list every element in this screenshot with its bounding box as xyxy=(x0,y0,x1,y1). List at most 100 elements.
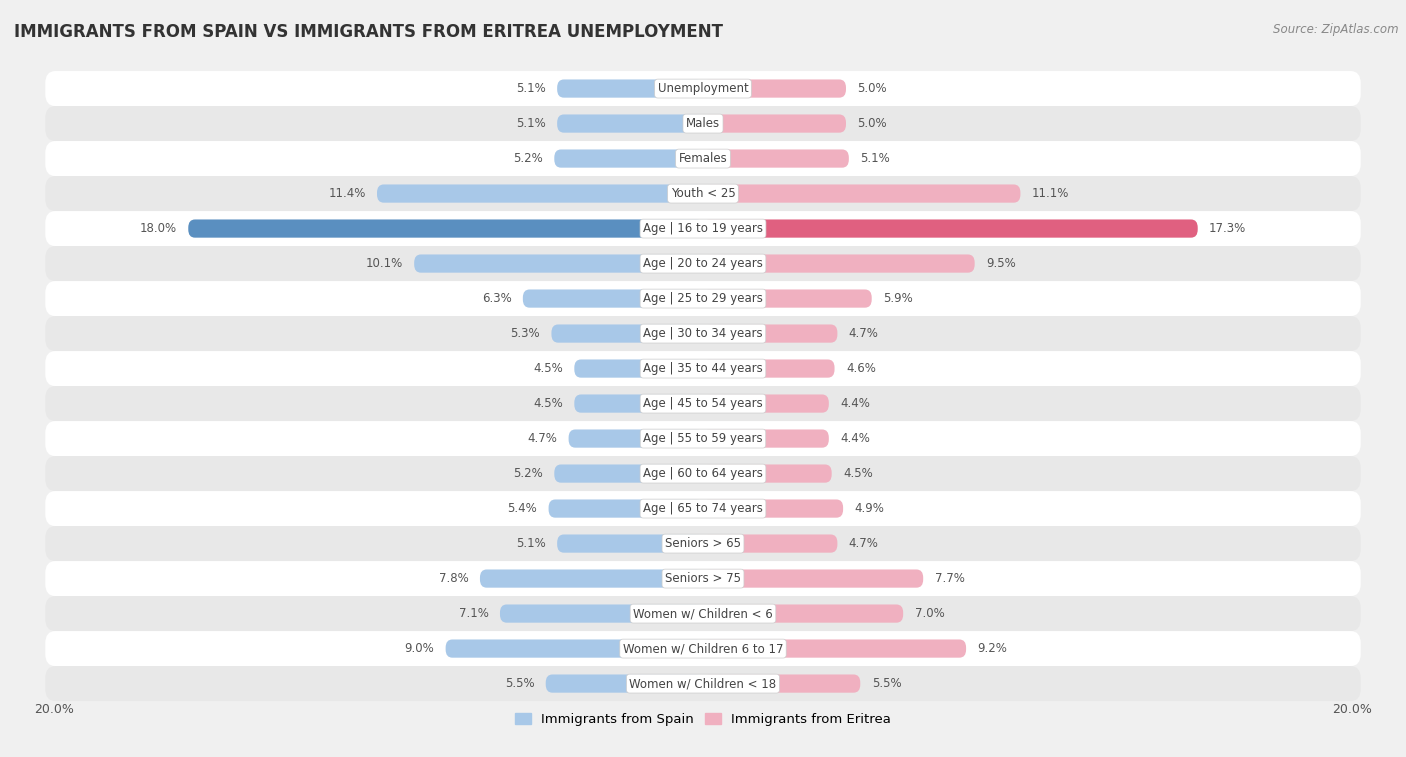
Text: Seniors > 65: Seniors > 65 xyxy=(665,537,741,550)
Text: Age | 20 to 24 years: Age | 20 to 24 years xyxy=(643,257,763,270)
FancyBboxPatch shape xyxy=(574,394,703,413)
Text: 9.5%: 9.5% xyxy=(986,257,1017,270)
Text: Unemployment: Unemployment xyxy=(658,82,748,95)
FancyBboxPatch shape xyxy=(188,220,703,238)
FancyBboxPatch shape xyxy=(45,491,1361,526)
Text: 5.0%: 5.0% xyxy=(858,82,887,95)
Text: Age | 45 to 54 years: Age | 45 to 54 years xyxy=(643,397,763,410)
Text: 5.5%: 5.5% xyxy=(505,677,534,690)
Text: 5.3%: 5.3% xyxy=(510,327,540,340)
Text: 5.5%: 5.5% xyxy=(872,677,901,690)
FancyBboxPatch shape xyxy=(446,640,703,658)
FancyBboxPatch shape xyxy=(703,289,872,307)
Text: 4.4%: 4.4% xyxy=(841,397,870,410)
FancyBboxPatch shape xyxy=(45,596,1361,631)
FancyBboxPatch shape xyxy=(568,429,703,447)
Text: Males: Males xyxy=(686,117,720,130)
FancyBboxPatch shape xyxy=(703,429,828,447)
Text: 4.7%: 4.7% xyxy=(849,537,879,550)
FancyBboxPatch shape xyxy=(548,500,703,518)
Text: 4.7%: 4.7% xyxy=(849,327,879,340)
Text: 4.4%: 4.4% xyxy=(841,432,870,445)
FancyBboxPatch shape xyxy=(523,289,703,307)
Text: Age | 25 to 29 years: Age | 25 to 29 years xyxy=(643,292,763,305)
Text: 10.1%: 10.1% xyxy=(366,257,402,270)
FancyBboxPatch shape xyxy=(703,149,849,167)
FancyBboxPatch shape xyxy=(703,325,838,343)
FancyBboxPatch shape xyxy=(45,351,1361,386)
Text: 5.4%: 5.4% xyxy=(508,502,537,515)
FancyBboxPatch shape xyxy=(703,254,974,273)
FancyBboxPatch shape xyxy=(554,149,703,167)
FancyBboxPatch shape xyxy=(45,211,1361,246)
Text: 5.1%: 5.1% xyxy=(516,117,546,130)
FancyBboxPatch shape xyxy=(45,71,1361,106)
FancyBboxPatch shape xyxy=(703,465,832,483)
Text: Age | 16 to 19 years: Age | 16 to 19 years xyxy=(643,222,763,235)
Text: 20.0%: 20.0% xyxy=(1333,703,1372,716)
FancyBboxPatch shape xyxy=(45,246,1361,281)
Text: Women w/ Children 6 to 17: Women w/ Children 6 to 17 xyxy=(623,642,783,655)
Text: 5.0%: 5.0% xyxy=(858,117,887,130)
Text: 5.9%: 5.9% xyxy=(883,292,912,305)
FancyBboxPatch shape xyxy=(45,386,1361,421)
FancyBboxPatch shape xyxy=(703,569,924,587)
FancyBboxPatch shape xyxy=(45,561,1361,596)
Text: 4.9%: 4.9% xyxy=(855,502,884,515)
FancyBboxPatch shape xyxy=(479,569,703,587)
Text: 4.5%: 4.5% xyxy=(533,362,562,375)
FancyBboxPatch shape xyxy=(45,141,1361,176)
FancyBboxPatch shape xyxy=(377,185,703,203)
FancyBboxPatch shape xyxy=(45,526,1361,561)
FancyBboxPatch shape xyxy=(703,360,835,378)
FancyBboxPatch shape xyxy=(45,456,1361,491)
FancyBboxPatch shape xyxy=(45,106,1361,141)
FancyBboxPatch shape xyxy=(703,674,860,693)
FancyBboxPatch shape xyxy=(45,316,1361,351)
FancyBboxPatch shape xyxy=(45,666,1361,701)
Text: 6.3%: 6.3% xyxy=(482,292,512,305)
FancyBboxPatch shape xyxy=(45,176,1361,211)
Text: 4.7%: 4.7% xyxy=(527,432,557,445)
FancyBboxPatch shape xyxy=(501,605,703,623)
Text: 5.2%: 5.2% xyxy=(513,152,543,165)
FancyBboxPatch shape xyxy=(703,500,844,518)
FancyBboxPatch shape xyxy=(45,421,1361,456)
Text: Age | 55 to 59 years: Age | 55 to 59 years xyxy=(643,432,763,445)
FancyBboxPatch shape xyxy=(557,79,703,98)
Text: 9.2%: 9.2% xyxy=(977,642,1008,655)
Text: Source: ZipAtlas.com: Source: ZipAtlas.com xyxy=(1274,23,1399,36)
FancyBboxPatch shape xyxy=(703,640,966,658)
Text: 7.8%: 7.8% xyxy=(439,572,468,585)
FancyBboxPatch shape xyxy=(703,79,846,98)
Text: Youth < 25: Youth < 25 xyxy=(671,187,735,200)
Text: 7.0%: 7.0% xyxy=(915,607,945,620)
Text: 18.0%: 18.0% xyxy=(139,222,177,235)
Text: Women w/ Children < 6: Women w/ Children < 6 xyxy=(633,607,773,620)
Text: Age | 35 to 44 years: Age | 35 to 44 years xyxy=(643,362,763,375)
FancyBboxPatch shape xyxy=(703,394,828,413)
FancyBboxPatch shape xyxy=(554,465,703,483)
Text: 9.0%: 9.0% xyxy=(405,642,434,655)
Text: 7.1%: 7.1% xyxy=(458,607,488,620)
FancyBboxPatch shape xyxy=(45,631,1361,666)
FancyBboxPatch shape xyxy=(703,114,846,132)
Text: 17.3%: 17.3% xyxy=(1209,222,1246,235)
FancyBboxPatch shape xyxy=(703,605,903,623)
Text: Age | 65 to 74 years: Age | 65 to 74 years xyxy=(643,502,763,515)
Text: 5.2%: 5.2% xyxy=(513,467,543,480)
Text: 5.1%: 5.1% xyxy=(860,152,890,165)
Text: 4.6%: 4.6% xyxy=(846,362,876,375)
Text: Age | 30 to 34 years: Age | 30 to 34 years xyxy=(643,327,763,340)
Text: Females: Females xyxy=(679,152,727,165)
FancyBboxPatch shape xyxy=(45,281,1361,316)
Text: 7.7%: 7.7% xyxy=(935,572,965,585)
FancyBboxPatch shape xyxy=(557,534,703,553)
Legend: Immigrants from Spain, Immigrants from Eritrea: Immigrants from Spain, Immigrants from E… xyxy=(510,708,896,731)
FancyBboxPatch shape xyxy=(703,185,1021,203)
FancyBboxPatch shape xyxy=(574,360,703,378)
FancyBboxPatch shape xyxy=(415,254,703,273)
FancyBboxPatch shape xyxy=(557,114,703,132)
FancyBboxPatch shape xyxy=(703,534,838,553)
FancyBboxPatch shape xyxy=(546,674,703,693)
